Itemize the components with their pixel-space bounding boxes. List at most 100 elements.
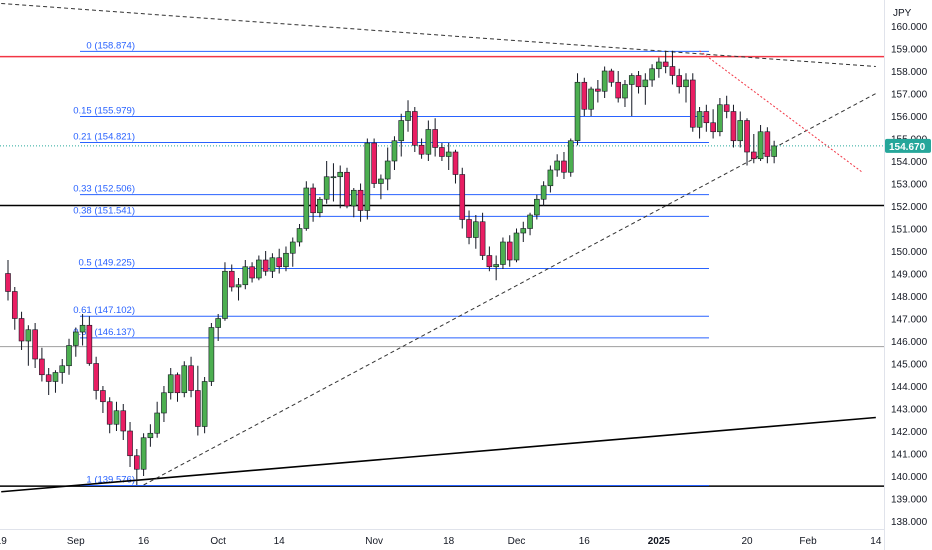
candle-body: [696, 111, 703, 128]
candle-body: [296, 228, 303, 243]
candle-body: [283, 252, 289, 268]
candle-body: [608, 70, 615, 83]
candle-body: [242, 266, 249, 286]
price-tick-label: 144.000: [891, 382, 928, 393]
candle: [669, 50, 676, 85]
candle: [479, 212, 486, 260]
candle: [18, 311, 25, 350]
candle-body: [303, 187, 310, 229]
candle: [622, 80, 628, 107]
candle: [317, 197, 323, 218]
price-tick-label: 143.000: [891, 405, 928, 416]
candle-body: [147, 432, 154, 439]
candle-body: [222, 270, 228, 319]
candle-body: [32, 329, 38, 360]
candle-body: [113, 410, 120, 425]
candle: [486, 246, 493, 272]
candle: [256, 255, 262, 281]
candle: [649, 64, 655, 87]
candle: [45, 368, 52, 395]
candle: [167, 368, 174, 400]
candle-body: [723, 104, 730, 112]
candle-body: [289, 241, 296, 254]
time-tick-label: 18: [443, 536, 455, 547]
candle: [195, 365, 201, 436]
candle-body: [439, 147, 445, 157]
candle: [723, 95, 730, 119]
candle: [757, 125, 764, 161]
candle-body: [106, 401, 113, 425]
candle: [411, 107, 418, 152]
candle: [750, 134, 757, 164]
price-axis[interactable]: 138.000 139.000 140.000 141.000 142.000 143.0…: [891, 22, 928, 528]
candle: [425, 120, 432, 161]
candle-body: [547, 169, 554, 187]
candle-body: [744, 120, 750, 153]
candle-body: [493, 264, 499, 268]
candle-body: [398, 120, 405, 142]
candle-body: [52, 372, 59, 382]
candle: [276, 248, 283, 274]
candle-body: [615, 81, 622, 99]
time-tick-label: 16: [579, 536, 591, 547]
candle-body: [750, 151, 757, 160]
candle: [384, 147, 391, 191]
candle: [540, 181, 547, 206]
candle-body: [378, 178, 384, 184]
candle-body: [127, 430, 133, 457]
candle-body: [39, 358, 45, 376]
candle-body: [520, 228, 527, 234]
candle: [127, 422, 133, 467]
candle-body: [588, 88, 594, 110]
candle-body: [757, 131, 764, 160]
candle: [106, 397, 113, 434]
candle-body: [771, 145, 777, 157]
candle-body: [174, 374, 181, 394]
candle: [696, 107, 703, 139]
candle-body: [500, 241, 506, 265]
candle-body: [161, 392, 167, 414]
candle: [371, 138, 377, 188]
price-tick-label: 148.000: [891, 292, 928, 303]
candle-body: [11, 291, 18, 319]
candle: [289, 237, 296, 267]
candle-body: [595, 88, 601, 92]
candle-body: [601, 70, 608, 92]
time-axis[interactable]: 19 Sep 16 Oct 14 Nov 18 Dec 16 2025 20 Feb 14: [0, 536, 882, 547]
candle: [249, 262, 255, 283]
candle-body: [513, 232, 520, 261]
candle: [656, 57, 662, 78]
candle-body: [256, 259, 262, 279]
candle-body: [649, 68, 655, 81]
candle-body: [534, 198, 540, 216]
candle-body: [764, 131, 771, 157]
candle: [506, 235, 513, 267]
candle: [215, 314, 221, 341]
price-tick-label: 156.000: [891, 112, 928, 123]
candle-body: [350, 189, 357, 207]
price-tick-label: 157.000: [891, 90, 928, 101]
candle-body: [581, 81, 588, 110]
candle: [66, 338, 72, 375]
candle-body: [371, 142, 377, 184]
candle: [628, 73, 635, 116]
candle-body: [195, 390, 201, 427]
candle: [608, 68, 615, 87]
candle: [574, 73, 581, 146]
candle: [86, 316, 93, 366]
time-tick-label: Dec: [508, 536, 526, 547]
fib-level-label: 0.21 (154.821): [73, 132, 135, 143]
candle-body: [188, 365, 194, 391]
candle-body: [18, 318, 25, 342]
candle: [710, 109, 716, 139]
candle-body: [527, 214, 533, 229]
price-tick-label: 141.000: [891, 450, 928, 461]
fib-level-label: 0.66 (146.137): [73, 327, 135, 338]
time-tick-label: 20: [741, 536, 753, 547]
trend-line-dotted: [699, 50, 863, 173]
candle: [147, 424, 154, 447]
candle-body: [717, 104, 723, 133]
candle: [262, 251, 269, 276]
candle-body: [317, 198, 323, 214]
